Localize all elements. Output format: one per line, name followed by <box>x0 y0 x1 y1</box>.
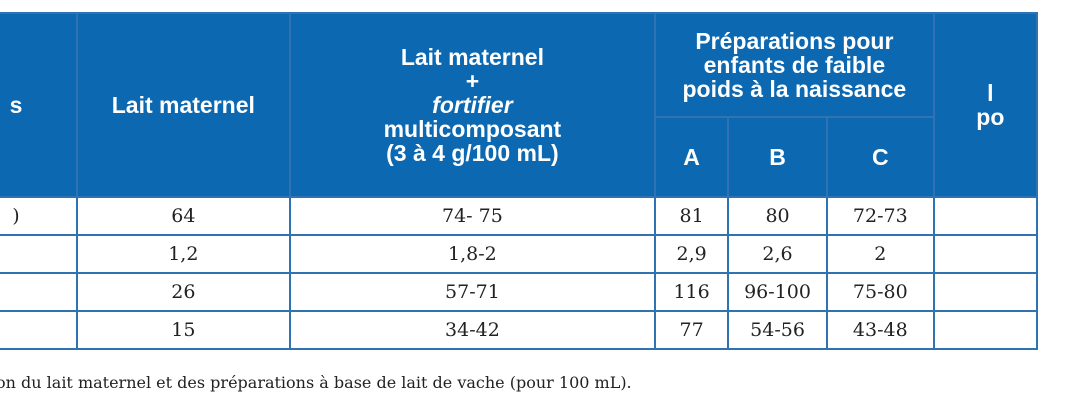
cell-formula-a: 81 <box>654 196 730 236</box>
header-breast-milk-label: Lait maternel <box>111 92 255 118</box>
header-fortified-line4: (3 à 4 g/100 mL) <box>386 140 559 166</box>
cell-last <box>932 272 1039 312</box>
header-fortified-line3: multicomposant <box>383 116 562 142</box>
cell-fortified: 74- 75 <box>288 196 657 236</box>
nutrient-comparison-table: s Lait maternel Lait maternel + fortifie… <box>0 12 1039 350</box>
header-label-column: s <box>0 12 78 198</box>
cell-breast-milk: 26 <box>75 272 291 312</box>
table-caption: on du lait maternel et des préparations … <box>0 373 632 392</box>
table-row: 1,2 1,8-2 2,9 2,6 2 <box>0 234 1039 274</box>
cell-last <box>932 310 1039 350</box>
cell-fortified: 34-42 <box>288 310 657 350</box>
table-row: 26 57-71 116 96-100 75-80 <box>0 272 1039 312</box>
header-formula-c-label: C <box>871 144 889 170</box>
header-fortified-plus: + <box>465 68 480 94</box>
row-label <box>0 272 78 312</box>
header-fortified-line1: Lait maternel <box>400 44 544 70</box>
header-lbw-line1: Préparations pour <box>695 28 894 54</box>
cell-breast-milk: 64 <box>75 196 291 236</box>
header-formula-c: C <box>825 116 935 198</box>
cell-formula-c: 72-73 <box>825 196 935 236</box>
header-last-line1: l <box>987 80 994 106</box>
header-breast-milk: Lait maternel <box>75 12 291 198</box>
cell-breast-milk: 1,2 <box>75 234 291 274</box>
cell-fortified: 57-71 <box>288 272 657 312</box>
cell-formula-b: 96-100 <box>727 272 828 312</box>
row-label <box>0 310 78 350</box>
header-lbw-formulas: Préparations pour enfants de faible poid… <box>654 12 935 118</box>
header-formula-a: A <box>654 116 730 198</box>
cell-formula-a: 116 <box>654 272 730 312</box>
table-row: ) 64 74- 75 81 80 72-73 <box>0 196 1039 236</box>
cell-formula-b: 2,6 <box>727 234 828 274</box>
cell-formula-c: 75-80 <box>825 272 935 312</box>
cell-formula-c: 2 <box>825 234 935 274</box>
cell-fortified: 1,8-2 <box>288 234 657 274</box>
header-formula-b: B <box>727 116 828 198</box>
table-row: 15 34-42 77 54-56 43-48 <box>0 310 1039 350</box>
cell-last <box>932 196 1039 236</box>
cell-last <box>932 234 1039 274</box>
cell-formula-b: 80 <box>727 196 828 236</box>
cell-formula-a: 2,9 <box>654 234 730 274</box>
row-label <box>0 234 78 274</box>
cell-formula-a: 77 <box>654 310 730 350</box>
header-last-line2: po <box>976 104 1005 130</box>
header-lbw-line2: enfants de faible <box>703 52 886 78</box>
header-formula-b-label: B <box>769 144 786 170</box>
row-label: ) <box>0 196 78 236</box>
header-fortified-milk: Lait maternel + fortifier multicomposant… <box>288 12 657 198</box>
cell-breast-milk: 15 <box>75 310 291 350</box>
header-formula-a-label: A <box>683 144 700 170</box>
header-last-column: l po <box>932 12 1039 198</box>
header-label-fragment: s <box>9 92 23 118</box>
cell-formula-c: 43-48 <box>825 310 935 350</box>
header-lbw-line3: poids à la naissance <box>682 76 907 102</box>
cell-formula-b: 54-56 <box>727 310 828 350</box>
header-fortified-fortifier: fortifier <box>432 92 513 118</box>
